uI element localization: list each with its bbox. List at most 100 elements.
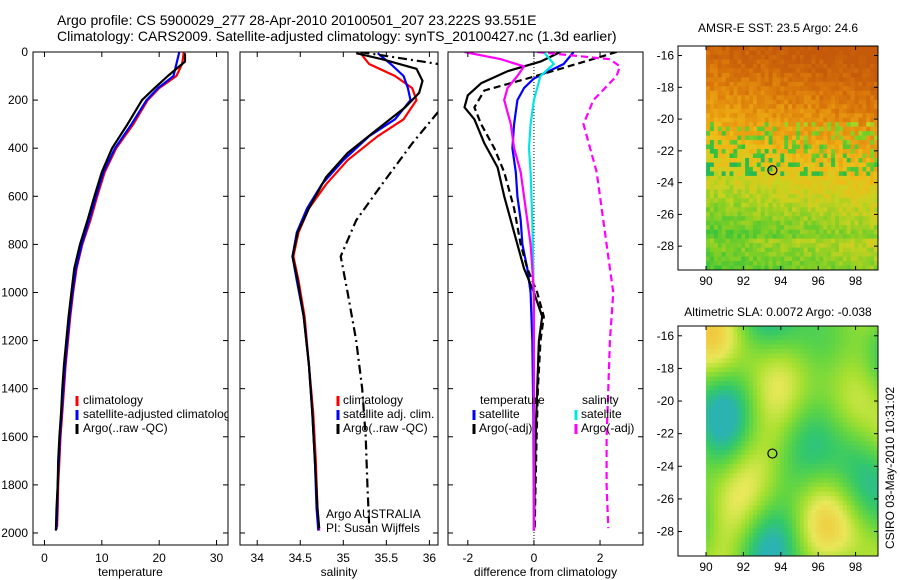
heatmap-cell [713, 528, 719, 534]
heatmap-cell [819, 542, 824, 548]
heatmap-cell [854, 450, 859, 456]
heatmap-cell [799, 349, 805, 354]
heatmap-cell [819, 158, 824, 163]
heatmap-cell [760, 537, 766, 543]
heatmap-cell [803, 454, 809, 460]
heatmap-cell [725, 81, 730, 87]
heatmap-cell [776, 140, 781, 145]
heatmap-cell [799, 427, 805, 433]
heatmap-cell [862, 77, 867, 83]
heatmap-cell [803, 404, 809, 410]
heatmap-cell [803, 473, 809, 479]
heatmap-cell [858, 523, 863, 529]
heatmap-cell [725, 54, 730, 60]
series-line-climatology [56, 52, 185, 528]
heatmap-cell [862, 523, 867, 529]
heatmap-cell [709, 59, 715, 65]
heatmap-cell [733, 339, 738, 345]
heatmap-cell [815, 431, 820, 437]
heatmap-cell [831, 86, 836, 92]
heatmap-cell [858, 445, 863, 451]
heatmap-cell [709, 353, 715, 359]
heatmap-cell [835, 153, 840, 159]
heatmap-cell [858, 349, 863, 354]
heatmap-cell [846, 537, 852, 543]
heatmap-cell [729, 184, 734, 190]
heatmap-cell [760, 86, 766, 92]
heatmap-cell [760, 326, 766, 331]
heatmap-cell [772, 367, 777, 373]
heatmap-cell [866, 46, 871, 51]
heatmap-cell [749, 404, 754, 410]
heatmap-cell [811, 385, 816, 391]
heatmap-cell [807, 519, 812, 525]
heatmap-cell [772, 131, 777, 136]
heatmap-cell [827, 261, 832, 266]
heatmap-cell [713, 189, 719, 195]
heatmap-cell [780, 86, 785, 92]
heatmap-cell [733, 72, 738, 78]
heatmap-cell [854, 175, 859, 181]
heatmap-cell [756, 505, 762, 511]
heatmap-cell [745, 344, 750, 350]
heatmap-cell [862, 149, 867, 154]
heatmap-cell [749, 131, 754, 136]
heatmap-cell [874, 265, 879, 271]
heatmap-cell [866, 95, 871, 101]
heatmap-cell [772, 122, 777, 128]
heatmap-cell [776, 491, 781, 497]
heatmap-cell [709, 418, 715, 423]
heatmap-cell [756, 126, 762, 132]
heatmap-cell [866, 175, 871, 181]
heatmap-cell [799, 193, 805, 199]
heatmap-cell [846, 50, 852, 56]
heatmap-cell [831, 367, 836, 373]
heatmap-cell [772, 358, 777, 364]
heatmap-cell [831, 441, 836, 446]
heatmap-cell [803, 441, 809, 446]
heatmap-cell [713, 175, 719, 181]
heatmap-cell [745, 211, 750, 217]
heatmap-cell [756, 59, 762, 65]
heatmap-cell [713, 238, 719, 244]
heatmap-cell [729, 81, 734, 87]
heatmap-cell [799, 330, 805, 336]
heatmap-cell [846, 211, 852, 217]
heatmap-cell [772, 153, 777, 159]
heatmap-cell [788, 459, 793, 465]
heatmap-cell [838, 193, 844, 199]
heatmap-cell [780, 482, 785, 488]
heatmap-cell [799, 184, 805, 190]
heatmap-cell [709, 505, 715, 511]
heatmap-cell [862, 514, 867, 520]
heatmap-cell [717, 171, 723, 177]
heatmap-cell [858, 180, 863, 186]
heatmap-cell [729, 418, 734, 423]
heatmap-cell [709, 175, 715, 181]
heatmap-cell [788, 122, 793, 128]
heatmap-cell [831, 344, 836, 350]
heatmap-cell [717, 500, 723, 506]
heatmap-cell [874, 104, 879, 110]
heatmap-cell [835, 247, 840, 253]
heatmap-cell [866, 349, 871, 354]
heatmap-cell [784, 220, 789, 226]
heatmap-cell [752, 468, 758, 474]
heatmap-cell [846, 510, 852, 515]
heatmap-cell [768, 68, 773, 74]
heatmap-cell [792, 427, 797, 433]
heatmap-cell [858, 381, 863, 387]
heatmap-cell [733, 523, 738, 529]
heatmap-cell [780, 238, 785, 244]
heatmap-cell [870, 220, 875, 226]
heatmap-cell [823, 189, 828, 195]
heatmap-cell [741, 533, 746, 538]
heatmap-cell [862, 238, 867, 244]
heatmap-cell [799, 95, 805, 101]
heatmap-cell [858, 162, 863, 168]
heatmap-cell [854, 326, 859, 331]
heatmap-cell [737, 441, 742, 446]
heatmap-cell [850, 193, 855, 199]
heatmap-cell [819, 344, 824, 350]
heatmap-cell [737, 171, 742, 177]
